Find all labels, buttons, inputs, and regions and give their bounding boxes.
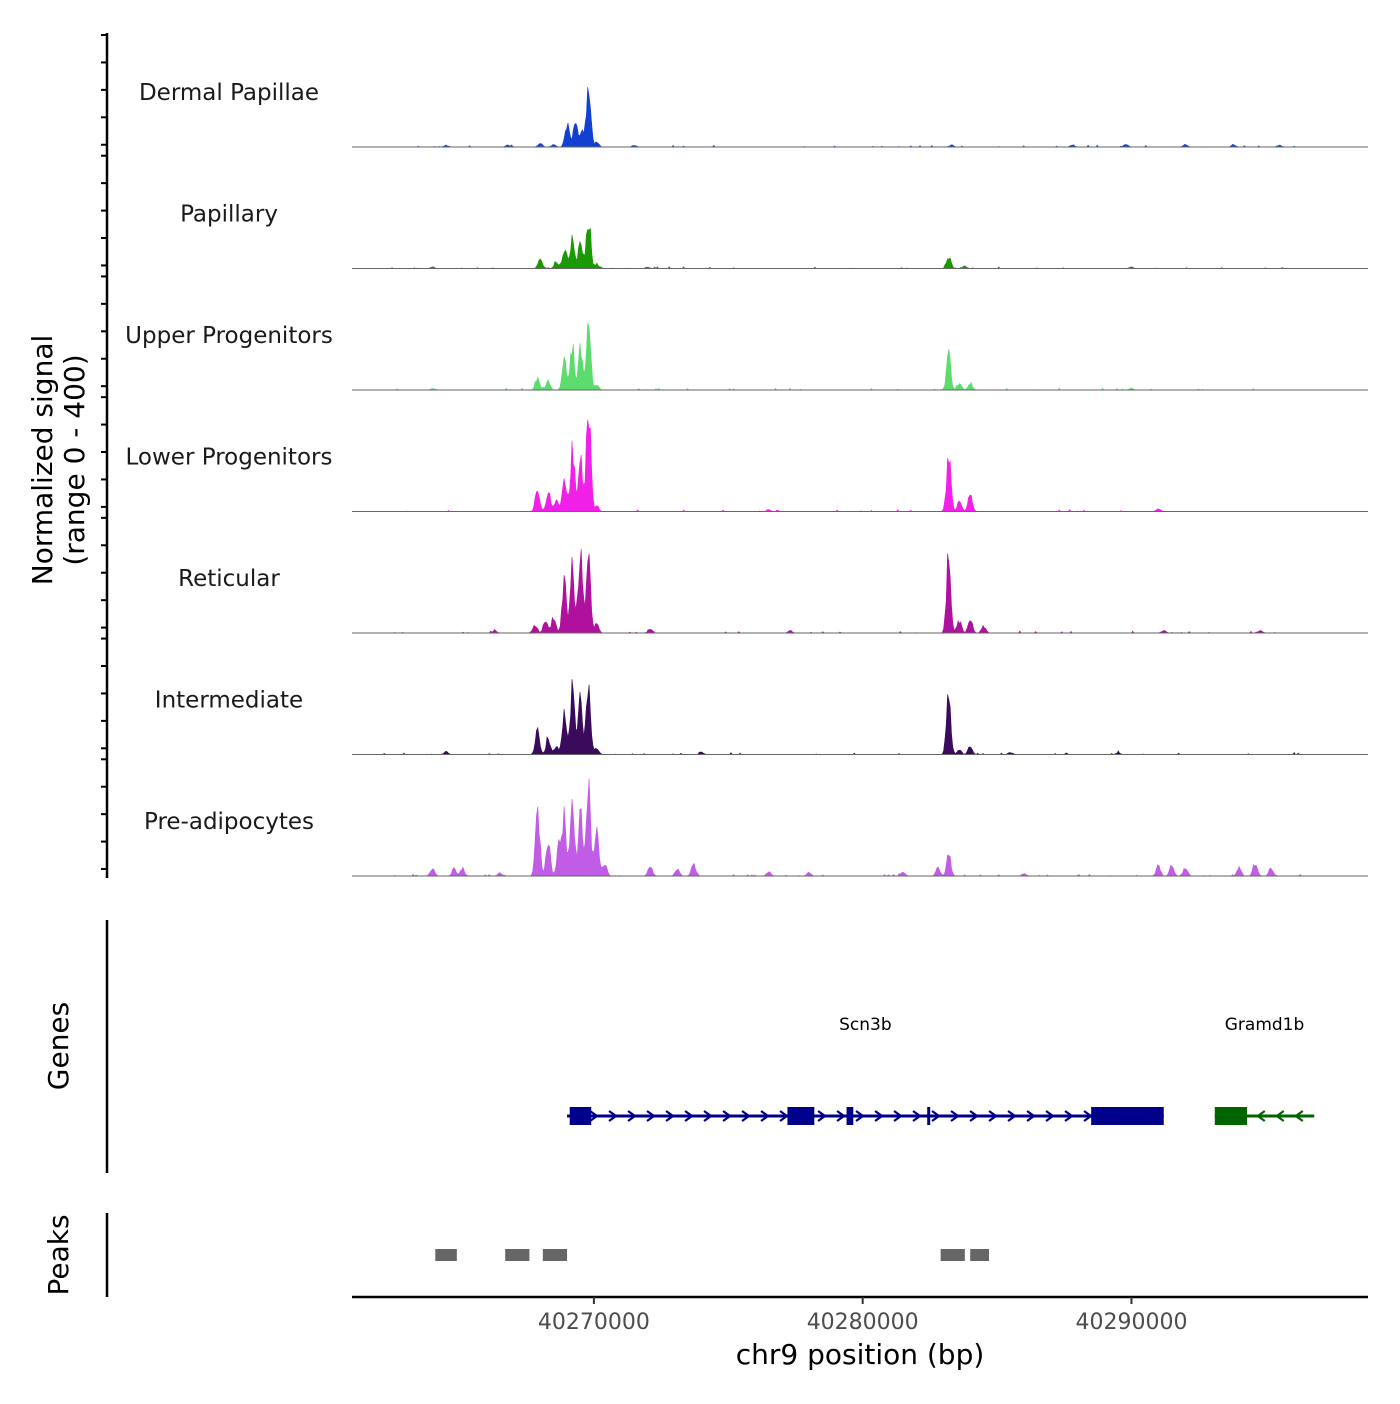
strand-arrow [722, 1110, 732, 1122]
track-intermediate: Intermediate [155, 679, 1368, 755]
strand-arrow [1045, 1110, 1055, 1122]
strand-arrow [874, 1110, 884, 1122]
peak-region [505, 1249, 530, 1261]
peak-region [542, 1249, 568, 1261]
exon [927, 1107, 931, 1125]
strand-arrow [646, 1110, 656, 1122]
strand-arrow [1026, 1110, 1036, 1122]
strand-arrow [665, 1110, 675, 1122]
gene-track: Scn3b Gramd1b [567, 1015, 1315, 1125]
exon [846, 1107, 854, 1125]
exon [787, 1107, 815, 1125]
track-upper-progenitors: Upper Progenitors [125, 322, 1368, 391]
x-tick-label: 40290000 [1075, 1310, 1187, 1335]
track-label: Intermediate [155, 688, 303, 714]
exon [569, 1107, 592, 1125]
strand-arrow [741, 1110, 751, 1122]
coverage-area [381, 778, 1302, 877]
coverage-area [381, 322, 1301, 391]
strand-arrow [969, 1110, 979, 1122]
strand-arrow [1064, 1110, 1074, 1122]
strand-arrow [1274, 1110, 1285, 1122]
strand-arrow [1255, 1110, 1266, 1122]
coverage-area [381, 548, 1301, 634]
strand-arrow [988, 1110, 998, 1122]
peak-track [435, 1249, 990, 1261]
track-lower-progenitors: Lower Progenitors [126, 419, 1368, 512]
peak-region [940, 1249, 965, 1261]
exon [1091, 1107, 1164, 1125]
gene-label: Scn3b [839, 1015, 892, 1035]
peaks-axis-title: Peaks [42, 1214, 75, 1295]
track-label: Dermal Papillae [139, 80, 319, 106]
strand-arrow [760, 1110, 770, 1122]
peak-region [435, 1249, 457, 1261]
strand-arrow [950, 1110, 960, 1122]
x-axis-title: chr9 position (bp) [736, 1338, 985, 1371]
strand-arrow [589, 1110, 599, 1122]
y-axis-title-line1: Normalized signal [26, 335, 59, 586]
track-label: Lower Progenitors [126, 445, 333, 471]
gene-scn3b: Scn3b [567, 1015, 1164, 1125]
exon [1214, 1107, 1248, 1125]
coverage-area [381, 228, 1301, 270]
coverage-area [381, 679, 1301, 755]
strand-arrow [817, 1110, 827, 1122]
coverage-y-axis [101, 33, 109, 878]
strand-arrow [855, 1110, 865, 1122]
strand-arrow [836, 1110, 846, 1122]
strand-arrow [1083, 1110, 1093, 1122]
strand-arrow [608, 1110, 618, 1122]
track-papillary: Papillary [180, 202, 1368, 270]
strand-arrow [912, 1110, 922, 1122]
track-label: Pre-adipocytes [144, 809, 314, 835]
track-label: Papillary [180, 202, 278, 228]
genes-axis-title: Genes [42, 1002, 75, 1090]
strand-arrow [893, 1110, 903, 1122]
track-pre-adipocytes: Pre-adipocytes [144, 778, 1368, 877]
coverage-area [381, 87, 1301, 148]
x-tick-label: 40280000 [807, 1310, 919, 1335]
gene-gramd1b: Gramd1b [1214, 1015, 1315, 1125]
track-label: Upper Progenitors [125, 323, 333, 349]
x-axis-ticks: 40270000 40280000 40290000 [538, 1297, 1187, 1335]
peak-region [970, 1249, 990, 1261]
gene-label: Gramd1b [1225, 1015, 1305, 1035]
track-label: Reticular [178, 566, 280, 592]
strand-arrow [1007, 1110, 1017, 1122]
strand-arrow [627, 1110, 637, 1122]
strand-arrow [684, 1110, 694, 1122]
track-dermal-papillae: Dermal Papillae [139, 80, 1368, 148]
strand-arrow [779, 1110, 789, 1122]
track-reticular: Reticular [178, 548, 1368, 634]
x-tick-label: 40270000 [538, 1310, 650, 1335]
y-axis-title-line2: (range 0 - 400) [58, 354, 91, 565]
coverage-tracks: Dermal Papillae Papillary Upper Progenitor… [125, 80, 1368, 877]
strand-arrow [1293, 1110, 1304, 1122]
coverage-area [381, 419, 1301, 512]
strand-arrow [931, 1110, 941, 1122]
strand-arrow [703, 1110, 713, 1122]
